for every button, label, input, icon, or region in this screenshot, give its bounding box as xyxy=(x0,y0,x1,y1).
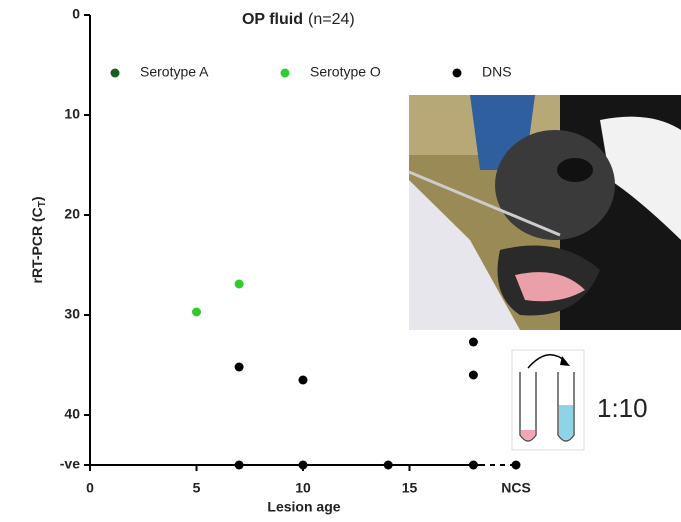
photo xyxy=(408,95,681,330)
y-label-end: ) xyxy=(29,196,45,201)
point xyxy=(234,460,244,470)
point xyxy=(383,460,393,470)
y-label-main: rRT-PCR (C xyxy=(29,207,45,283)
point xyxy=(468,460,478,470)
y-tick-label: -ve xyxy=(60,456,80,472)
annotation: 1:10 xyxy=(597,393,648,423)
y-axis-label: rRT-PCR (CT) xyxy=(29,196,48,283)
point xyxy=(192,307,201,317)
legend-label: DNS xyxy=(482,64,512,80)
point xyxy=(468,337,478,347)
legend-label: Serotype A xyxy=(140,64,209,80)
y-tick-label: 10 xyxy=(64,106,80,122)
x-tick-label: NCS xyxy=(501,480,531,496)
point xyxy=(234,279,244,289)
legend-marker xyxy=(452,68,462,78)
dilution-diagram xyxy=(511,349,585,451)
chart-title: OP fluid xyxy=(242,11,303,28)
x-tick-label: 10 xyxy=(295,480,311,496)
legend-marker xyxy=(280,68,290,78)
y-tick-label: 0 xyxy=(72,6,80,22)
point xyxy=(468,370,478,380)
y-tick-label: 30 xyxy=(64,306,80,322)
x-tick-label: 5 xyxy=(193,480,201,496)
x-axis-label: Lesion age xyxy=(267,499,340,515)
chart-subtitle: (n=24) xyxy=(308,11,355,28)
point xyxy=(234,362,244,372)
legend-marker xyxy=(110,68,120,78)
point xyxy=(298,375,308,385)
x-tick-label: 0 xyxy=(86,480,94,496)
point xyxy=(511,460,521,470)
legend-label: Serotype O xyxy=(310,64,381,80)
x-tick-label: 15 xyxy=(402,480,418,496)
y-tick-label: 40 xyxy=(64,406,80,422)
point xyxy=(298,460,308,470)
y-tick-label: 20 xyxy=(64,206,80,222)
y-label-sub: T xyxy=(37,201,48,207)
